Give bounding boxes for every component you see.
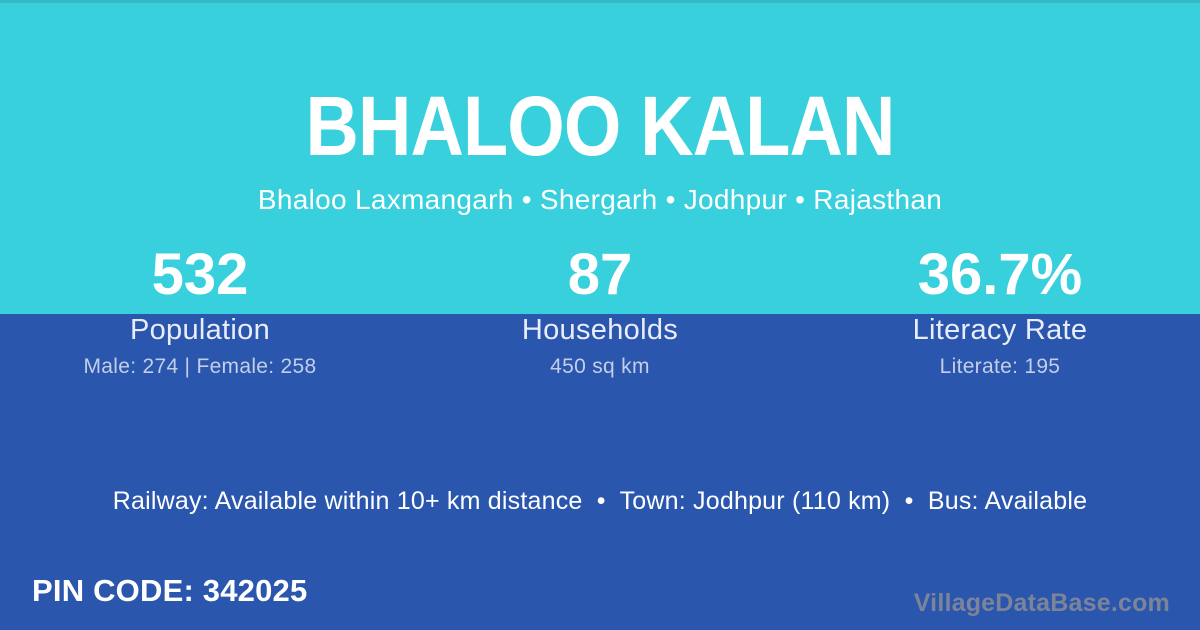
page-title: BHALOO KALAN xyxy=(305,79,896,173)
stats-row: 532 Population Male: 274 | Female: 258 8… xyxy=(0,245,1200,379)
population-value: 532 xyxy=(151,242,249,307)
stat-households: 87 Households 450 sq km xyxy=(400,245,800,379)
population-label: Population xyxy=(129,314,271,346)
population-detail: Male: 274 | Female: 258 xyxy=(83,355,317,378)
breadcrumb: Bhaloo Laxmangarh • Shergarh • Jodhpur •… xyxy=(257,184,943,215)
literacy-label: Literacy Rate xyxy=(912,314,1088,346)
watermark-text: VillageDataBase.com xyxy=(913,589,1170,617)
households-label: Households xyxy=(521,314,679,346)
stat-population: 532 Population Male: 274 | Female: 258 xyxy=(0,245,400,379)
households-detail: 450 sq km xyxy=(550,355,650,378)
transport-info-line: Railway: Available within 10+ km distanc… xyxy=(112,487,1088,515)
stat-literacy: 36.7% Literacy Rate Literate: 195 xyxy=(800,245,1200,379)
top-teal-background xyxy=(0,0,1200,314)
pin-code-label: PIN CODE: 342025 xyxy=(32,573,308,608)
households-value: 87 xyxy=(567,242,633,307)
literacy-detail: Literate: 195 xyxy=(939,355,1061,378)
bottom-blue-background xyxy=(0,314,1200,630)
literacy-value: 36.7% xyxy=(917,242,1083,307)
